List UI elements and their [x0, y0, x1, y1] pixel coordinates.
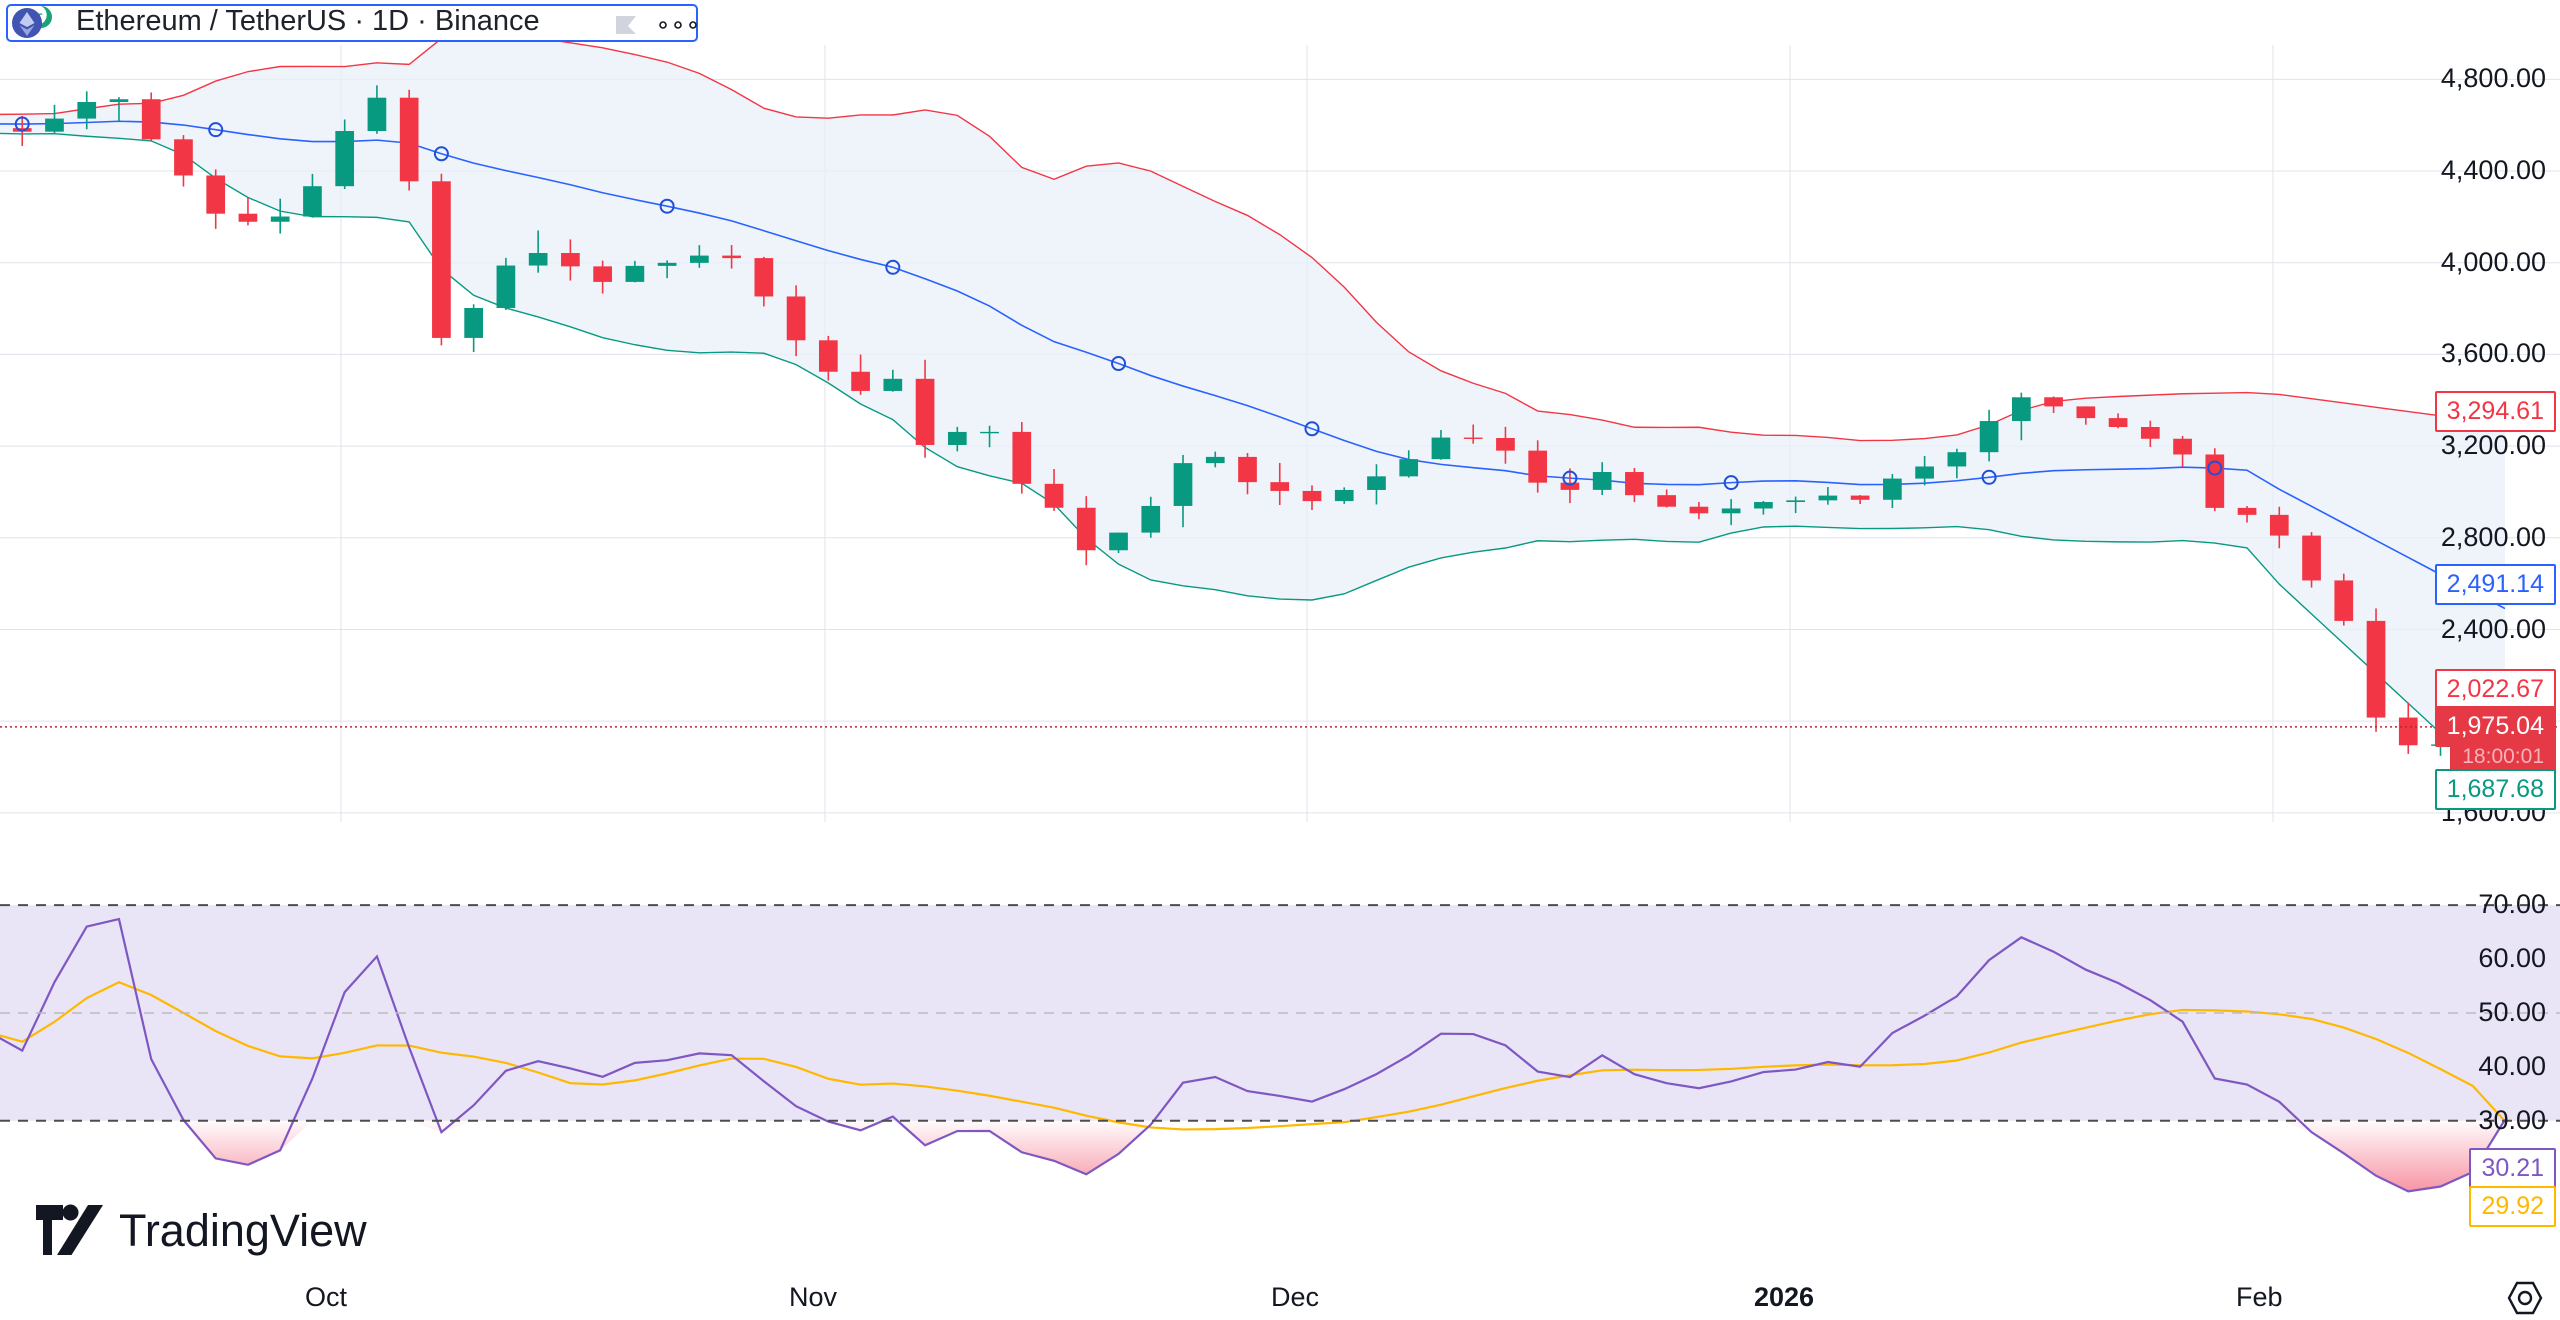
svg-text:TradingView: TradingView	[119, 1205, 367, 1256]
